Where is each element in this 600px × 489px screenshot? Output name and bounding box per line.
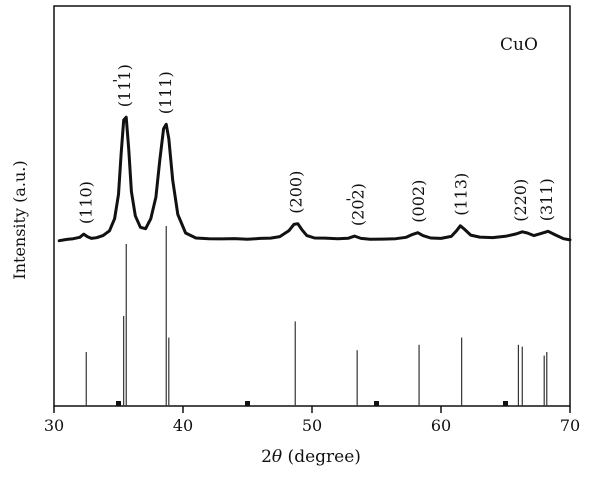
reflection-label-text: (002) — [409, 180, 428, 223]
reflection-label-text: (111) — [156, 71, 175, 114]
reflection-label: (311) — [537, 178, 556, 221]
x-minor-tick — [503, 401, 508, 406]
x-minor-tick — [374, 401, 379, 406]
sample-label: CuO — [500, 35, 538, 55]
x-tick-label: 40 — [173, 416, 193, 435]
reflection-label-text: (113) — [452, 173, 471, 216]
reflection-label-text: (200) — [287, 171, 306, 214]
reflection-label: (200) — [287, 171, 306, 214]
reference-pattern-layer — [85, 226, 548, 406]
reflection-label-layer: (110) (111) (111) (200) (202) (002) (113) (220)… — [76, 64, 556, 226]
x-tick-label: 60 — [431, 416, 451, 435]
x-minor-tick — [245, 401, 250, 406]
reflection-label-text: (311) — [537, 178, 556, 221]
reflection-label-text: (202) — [348, 183, 367, 226]
reflection-label: (111) — [156, 71, 175, 114]
xrd-pattern-line — [57, 115, 572, 243]
x-axis-label-theta: θ — [272, 447, 282, 467]
reflection-label: (220) — [511, 179, 530, 222]
x-tick-label: 70 — [560, 416, 580, 435]
reflection-label: (111) — [112, 64, 134, 107]
series-layer — [57, 115, 572, 243]
reflection-label: (002) — [409, 180, 428, 223]
reflection-label: (110) — [76, 181, 95, 224]
x-tick-label: 50 — [302, 416, 322, 435]
y-axis-label: Intensity (a.u.) — [10, 160, 29, 279]
x-axis-label-suffix: (degree) — [282, 447, 361, 467]
x-tick-label: 30 — [44, 416, 64, 435]
reflection-label-text: (110) — [76, 181, 95, 224]
reflection-label: (113) — [452, 173, 471, 216]
x-minor-tick — [116, 401, 121, 406]
reflection-label: (202) — [346, 183, 367, 226]
x-axis-label: 2θ (degree) — [261, 447, 361, 467]
x-axis-label-prefix: 2 — [261, 447, 272, 467]
reflection-label-text: (220) — [511, 179, 530, 222]
reflection-label-text: (111) — [115, 64, 134, 107]
tick-layer: 30 40 50 60 70 — [44, 401, 580, 435]
